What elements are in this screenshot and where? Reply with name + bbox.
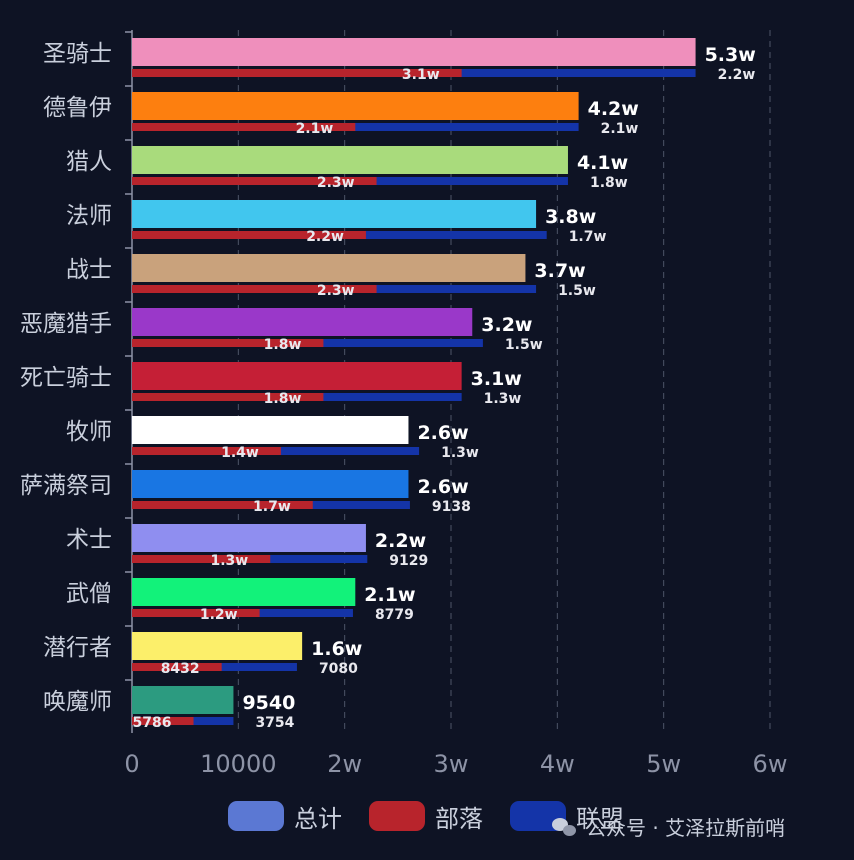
source-credit: 公众号 · 艾泽拉斯前哨 xyxy=(552,812,785,841)
data-label-total: 2.6w xyxy=(417,422,468,444)
bar-total xyxy=(132,632,303,660)
data-label-alliance: 2.1w xyxy=(601,121,639,137)
data-label-horde: 5786 xyxy=(133,715,172,731)
category-label: 猎人 xyxy=(66,149,112,175)
category-label: 德鲁伊 xyxy=(43,95,112,121)
data-label-horde: 3.1w xyxy=(402,67,440,83)
data-label-alliance: 1.8w xyxy=(590,175,628,191)
bar-horde xyxy=(132,177,377,185)
data-label-horde: 2.1w xyxy=(296,121,334,137)
wechat-icon xyxy=(552,816,578,838)
bar-horde xyxy=(132,123,356,131)
bar-horde xyxy=(132,231,366,239)
category-label: 牧师 xyxy=(66,419,112,445)
x-tick-label: 6w xyxy=(753,750,788,778)
data-label-total: 2.1w xyxy=(364,584,415,606)
bar-total xyxy=(132,362,462,390)
data-label-total: 1.6w xyxy=(311,638,362,660)
legend-item-horde[interactable]: 部落 xyxy=(369,800,483,833)
bar-total xyxy=(132,200,537,228)
bar-total xyxy=(132,92,579,120)
data-label-total: 3.8w xyxy=(545,206,596,228)
bar-total xyxy=(132,470,409,498)
data-label-alliance: 7080 xyxy=(319,661,358,677)
category-label: 潜行者 xyxy=(43,635,112,661)
data-label-horde: 1.2w xyxy=(200,607,238,623)
category-label: 唤魔师 xyxy=(43,689,112,715)
bar-total xyxy=(132,254,526,282)
data-label-total: 4.2w xyxy=(588,98,639,120)
data-label-horde: 2.3w xyxy=(317,283,355,299)
category-label: 法师 xyxy=(66,203,112,229)
data-label-alliance: 9129 xyxy=(389,553,428,569)
data-label-horde: 1.7w xyxy=(253,499,291,515)
bar-total xyxy=(132,146,568,174)
bar-horde xyxy=(132,69,462,77)
data-label-total: 2.2w xyxy=(375,530,426,552)
data-label-horde: 1.4w xyxy=(221,445,259,461)
data-label-alliance: 1.3w xyxy=(484,391,522,407)
bar-total xyxy=(132,416,409,444)
x-tick-label: 10000 xyxy=(200,750,276,778)
data-label-total: 2.6w xyxy=(417,476,468,498)
legend-label-horde: 部落 xyxy=(435,804,483,833)
data-label-alliance: 1.5w xyxy=(505,337,543,353)
data-label-alliance: 1.7w xyxy=(569,229,607,245)
data-label-horde: 2.3w xyxy=(317,175,355,191)
bar-horde xyxy=(132,609,260,617)
x-tick-label: 2w xyxy=(327,750,362,778)
bar-horde xyxy=(132,339,324,347)
data-label-alliance: 3754 xyxy=(255,715,294,731)
category-label: 萨满祭司 xyxy=(20,473,112,499)
data-label-horde: 1.8w xyxy=(264,391,302,407)
bar-total xyxy=(132,686,234,714)
data-label-alliance: 8779 xyxy=(375,607,414,623)
x-tick-label: 0 xyxy=(124,750,139,778)
category-label: 术士 xyxy=(66,527,112,553)
bar-horde xyxy=(132,393,324,401)
x-tick-label: 4w xyxy=(540,750,575,778)
legend-swatch-total xyxy=(228,801,284,831)
data-label-horde: 1.3w xyxy=(210,553,248,569)
data-label-alliance: 9138 xyxy=(432,499,471,515)
category-label: 武僧 xyxy=(66,581,112,607)
bar-horde xyxy=(132,663,222,671)
credit-text: 公众号 · 艾泽拉斯前哨 xyxy=(586,816,786,840)
x-tick-label: 3w xyxy=(434,750,469,778)
bar-horde xyxy=(132,447,281,455)
x-tick-label: 5w xyxy=(646,750,681,778)
category-label: 死亡骑士 xyxy=(20,365,112,391)
data-label-total: 3.2w xyxy=(481,314,532,336)
bar-horde xyxy=(132,555,271,563)
data-label-alliance: 2.2w xyxy=(718,67,756,83)
legend-swatch-horde xyxy=(369,801,425,831)
bar-horde xyxy=(132,717,194,725)
bar-total xyxy=(132,38,696,66)
bar-total xyxy=(132,524,366,552)
data-label-total: 9540 xyxy=(242,692,295,714)
data-label-total: 4.1w xyxy=(577,152,628,174)
category-label: 恶魔猎手 xyxy=(20,311,112,337)
data-label-total: 5.3w xyxy=(705,44,756,66)
data-label-alliance: 1.3w xyxy=(441,445,479,461)
bar-total xyxy=(132,308,473,336)
legend-item-total[interactable]: 总计 xyxy=(228,800,342,833)
bar-horde xyxy=(132,285,377,293)
legend-label-total: 总计 xyxy=(294,804,342,833)
data-label-horde: 2.2w xyxy=(306,229,344,245)
legend-label-alliance: 联盟 xyxy=(576,804,624,833)
bar-total xyxy=(132,578,356,606)
data-label-alliance: 1.5w xyxy=(558,283,596,299)
bar-horde xyxy=(132,501,313,509)
data-label-horde: 1.8w xyxy=(264,337,302,353)
data-label-total: 3.1w xyxy=(471,368,522,390)
category-label: 圣骑士 xyxy=(43,41,112,67)
data-label-total: 3.7w xyxy=(534,260,585,282)
category-label: 战士 xyxy=(66,257,112,283)
data-label-horde: 8432 xyxy=(161,661,200,677)
